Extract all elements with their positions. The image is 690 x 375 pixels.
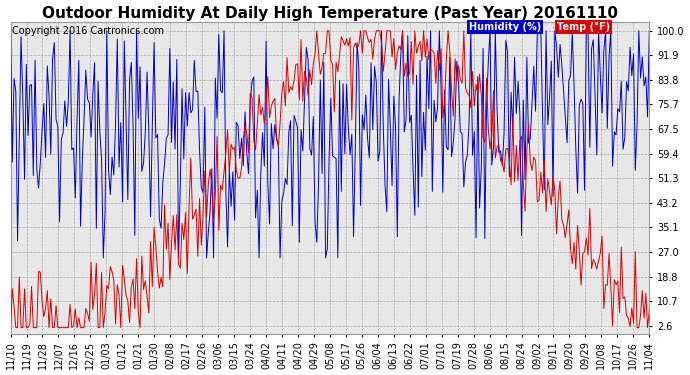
Text: Temp (°F): Temp (°F) — [557, 22, 610, 32]
Text: Humidity (%): Humidity (%) — [469, 22, 542, 32]
Text: Copyright 2016 Cartronics.com: Copyright 2016 Cartronics.com — [12, 26, 164, 36]
Title: Outdoor Humidity At Daily High Temperature (Past Year) 20161110: Outdoor Humidity At Daily High Temperatu… — [42, 6, 618, 21]
